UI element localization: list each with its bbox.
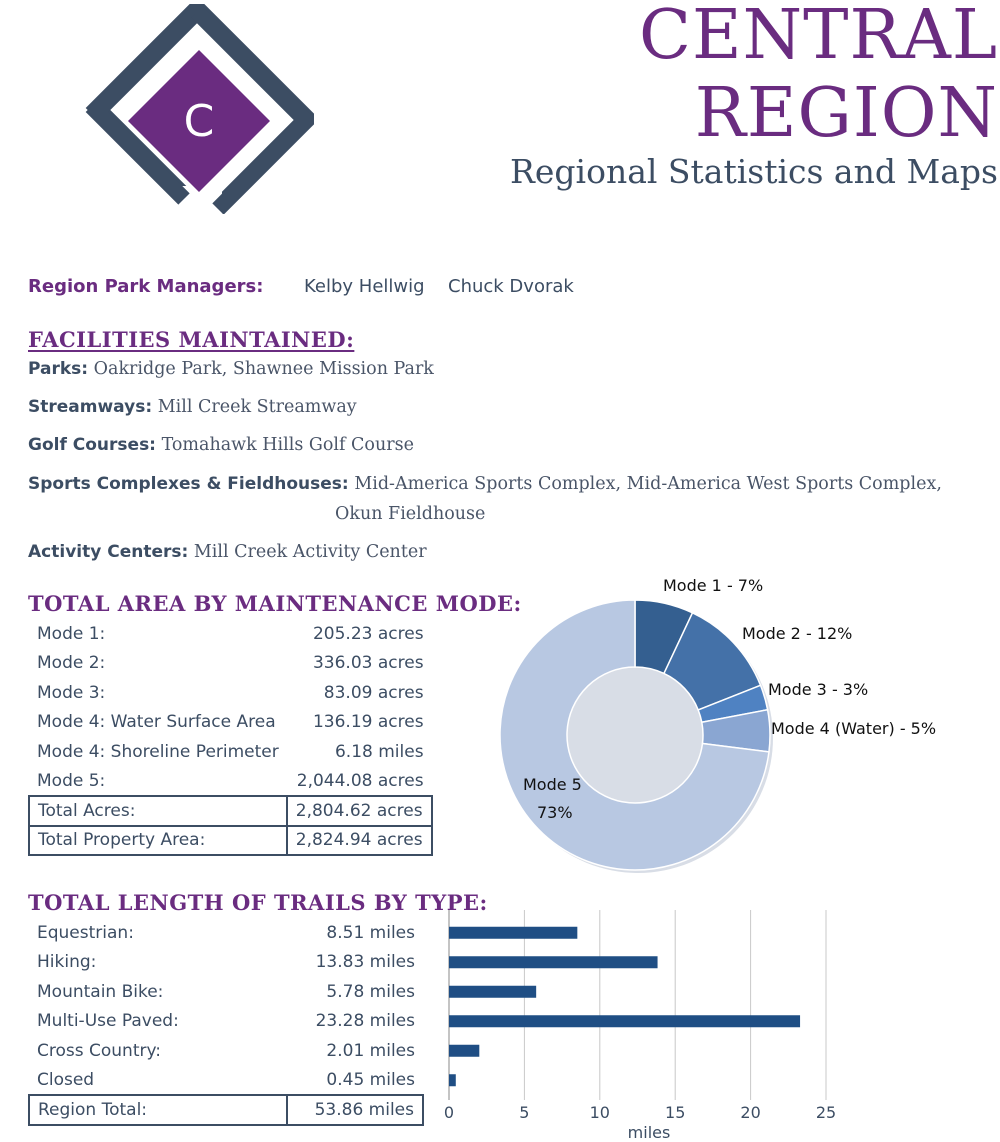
trail-bar [449, 1015, 801, 1028]
facility-value: Okun Fieldhouse [335, 504, 486, 524]
maintenance-mode-donut-chart: Mode 1 - 7% Mode 2 - 12% Mode 3 - 3% Mode 4… [499, 576, 936, 873]
row-value: 336.03 acres [312, 653, 424, 674]
trails-heading: TOTAL LENGTH OF TRAILS BY TYPE: [28, 890, 488, 915]
area-table: Mode 1: 205.23 acres Mode 2: 336.03 acres … [28, 619, 433, 856]
row-label: Hiking: [37, 952, 97, 973]
row-label: Mountain Bike: [37, 981, 164, 1002]
row-value: 83.09 acres [323, 682, 424, 703]
row-value: 8.51 miles [326, 922, 415, 943]
title-line-1: CENTRAL [639, 0, 998, 75]
table-row: Cross Country: 2.01 miles [29, 1036, 423, 1066]
table-row: Mode 4: Water Surface Area 136.19 acres [29, 708, 432, 738]
row-value: 2.01 miles [326, 1040, 415, 1061]
slice-label: Mode 3 - 3% [768, 680, 868, 699]
table-row: Mode 1: 205.23 acres [29, 619, 432, 649]
slice-label: Mode 4 (Water) - 5% [771, 719, 936, 738]
facility-label: Activity Centers: [28, 542, 189, 562]
facility-row: Golf Courses: Tomahawk Hills Golf Course [28, 435, 414, 455]
total-row: Total Acres: 2,804.62 acres [28, 795, 433, 827]
row-value: 136.19 acres [312, 712, 424, 733]
row-label: Mode 4: Water Surface Area [37, 712, 276, 733]
trail-length-bar-chart: 0 5 10 15 20 25 miles [444, 910, 836, 1142]
row-label: Total Property Area: [28, 824, 288, 856]
table-row: Equestrian: 8.51 miles [29, 918, 423, 948]
facility-value: Mill Creek Streamway [157, 397, 357, 417]
table-row: Mode 3: 83.09 acres [29, 678, 432, 708]
facility-label: Sports Complexes & Fieldhouses: [28, 474, 349, 494]
facility-row: Streamways: Mill Creek Streamway [28, 397, 357, 417]
trail-bar [449, 1044, 480, 1057]
x-tick-label: 5 [519, 1103, 529, 1122]
manager-name: Kelby Hellwig [304, 276, 425, 297]
total-row: Region Total: 53.86 miles [28, 1094, 424, 1126]
slice-label: Mode 1 - 7% [663, 576, 763, 595]
row-value: 6.18 miles [334, 741, 424, 762]
row-label: Mode 4: Shoreline Perimeter [37, 741, 279, 762]
row-label: Mode 3: [37, 682, 106, 703]
facility-row: Sports Complexes & Fieldhouses: Mid-Amer… [28, 474, 942, 494]
table-row: Multi-Use Paved: 23.28 miles [29, 1007, 423, 1037]
facility-value: Mid-America Sports Complex, Mid-America … [354, 474, 942, 494]
row-value: 13.83 miles [315, 952, 415, 973]
facility-row-continued: Okun Fieldhouse [335, 504, 485, 524]
trails-table: Equestrian: 8.51 miles Hiking: 13.83 miles… [28, 918, 424, 1126]
trail-bar [449, 1074, 456, 1087]
row-label: Closed [37, 1069, 95, 1090]
x-tick-label: 20 [740, 1103, 760, 1122]
row-value: 0.45 miles [326, 1069, 415, 1090]
row-label: Mode 5: [37, 770, 106, 791]
facility-row: Parks: Oakridge Park, Shawnee Mission Pa… [28, 359, 434, 379]
row-value: 2,804.62 acres [285, 795, 433, 827]
trail-bar [449, 985, 537, 998]
manager-name: Chuck Dvorak [448, 276, 574, 297]
row-value: 5.78 miles [326, 981, 415, 1002]
title-line-2: REGION [694, 74, 998, 153]
facility-value: Oakridge Park, Shawnee Mission Park [93, 359, 434, 379]
facility-label: Golf Courses: [28, 435, 156, 455]
managers-label: Region Park Managers: [28, 276, 264, 297]
row-label: Equestrian: [37, 922, 134, 943]
facility-row: Activity Centers: Mill Creek Activity Ce… [28, 542, 427, 562]
x-tick-label: 0 [444, 1103, 454, 1122]
row-value: 205.23 acres [312, 623, 424, 644]
table-row: Mountain Bike: 5.78 miles [29, 977, 423, 1007]
trail-bar [449, 926, 578, 939]
row-label: Multi-Use Paved: [37, 1011, 179, 1032]
table-row: Mode 4: Shoreline Perimeter 6.18 miles [29, 737, 432, 767]
x-tick-label: 25 [816, 1103, 836, 1122]
row-value: 53.86 miles [286, 1094, 424, 1126]
row-label: Cross Country: [37, 1040, 162, 1061]
managers-row: Region Park Managers: Kelby Hellwig Chuc… [28, 276, 574, 297]
row-value: 2,044.08 acres [296, 770, 424, 791]
total-row: Total Property Area: 2,824.94 acres [28, 824, 433, 856]
row-label: Mode 1: [37, 623, 106, 644]
facility-value: Mill Creek Activity Center [193, 542, 427, 562]
facilities-heading: FACILITIES MAINTAINED: [28, 327, 355, 352]
facility-label: Parks: [28, 359, 89, 379]
table-row: Mode 5: 2,044.08 acres [29, 767, 432, 797]
table-row: Mode 2: 336.03 acres [29, 649, 432, 679]
row-label: Total Acres: [28, 795, 288, 827]
slice-label: Mode 2 - 12% [742, 624, 852, 643]
x-tick-label: 10 [590, 1103, 610, 1122]
row-value: 23.28 miles [315, 1011, 415, 1032]
x-axis-label: miles [628, 1123, 671, 1142]
donut-slice [499, 599, 770, 871]
area-heading: TOTAL AREA BY MAINTENANCE MODE: [28, 591, 522, 616]
row-label: Mode 2: [37, 653, 106, 674]
trail-bar [449, 956, 658, 969]
facility-label: Streamways: [28, 397, 153, 417]
slice-label: Mode 5 [523, 775, 582, 794]
region-logo: C [85, 4, 314, 214]
facility-value: Tomahawk Hills Golf Course [161, 435, 414, 455]
logo-letter: C [184, 96, 215, 147]
x-tick-label: 15 [665, 1103, 685, 1122]
row-label: Region Total: [28, 1094, 288, 1126]
table-row: Closed 0.45 miles [29, 1066, 423, 1096]
slice-label: 73% [537, 803, 573, 822]
page-subtitle: Regional Statistics and Maps [510, 152, 998, 191]
row-value: 2,824.94 acres [285, 824, 433, 856]
table-row: Hiking: 13.83 miles [29, 948, 423, 978]
